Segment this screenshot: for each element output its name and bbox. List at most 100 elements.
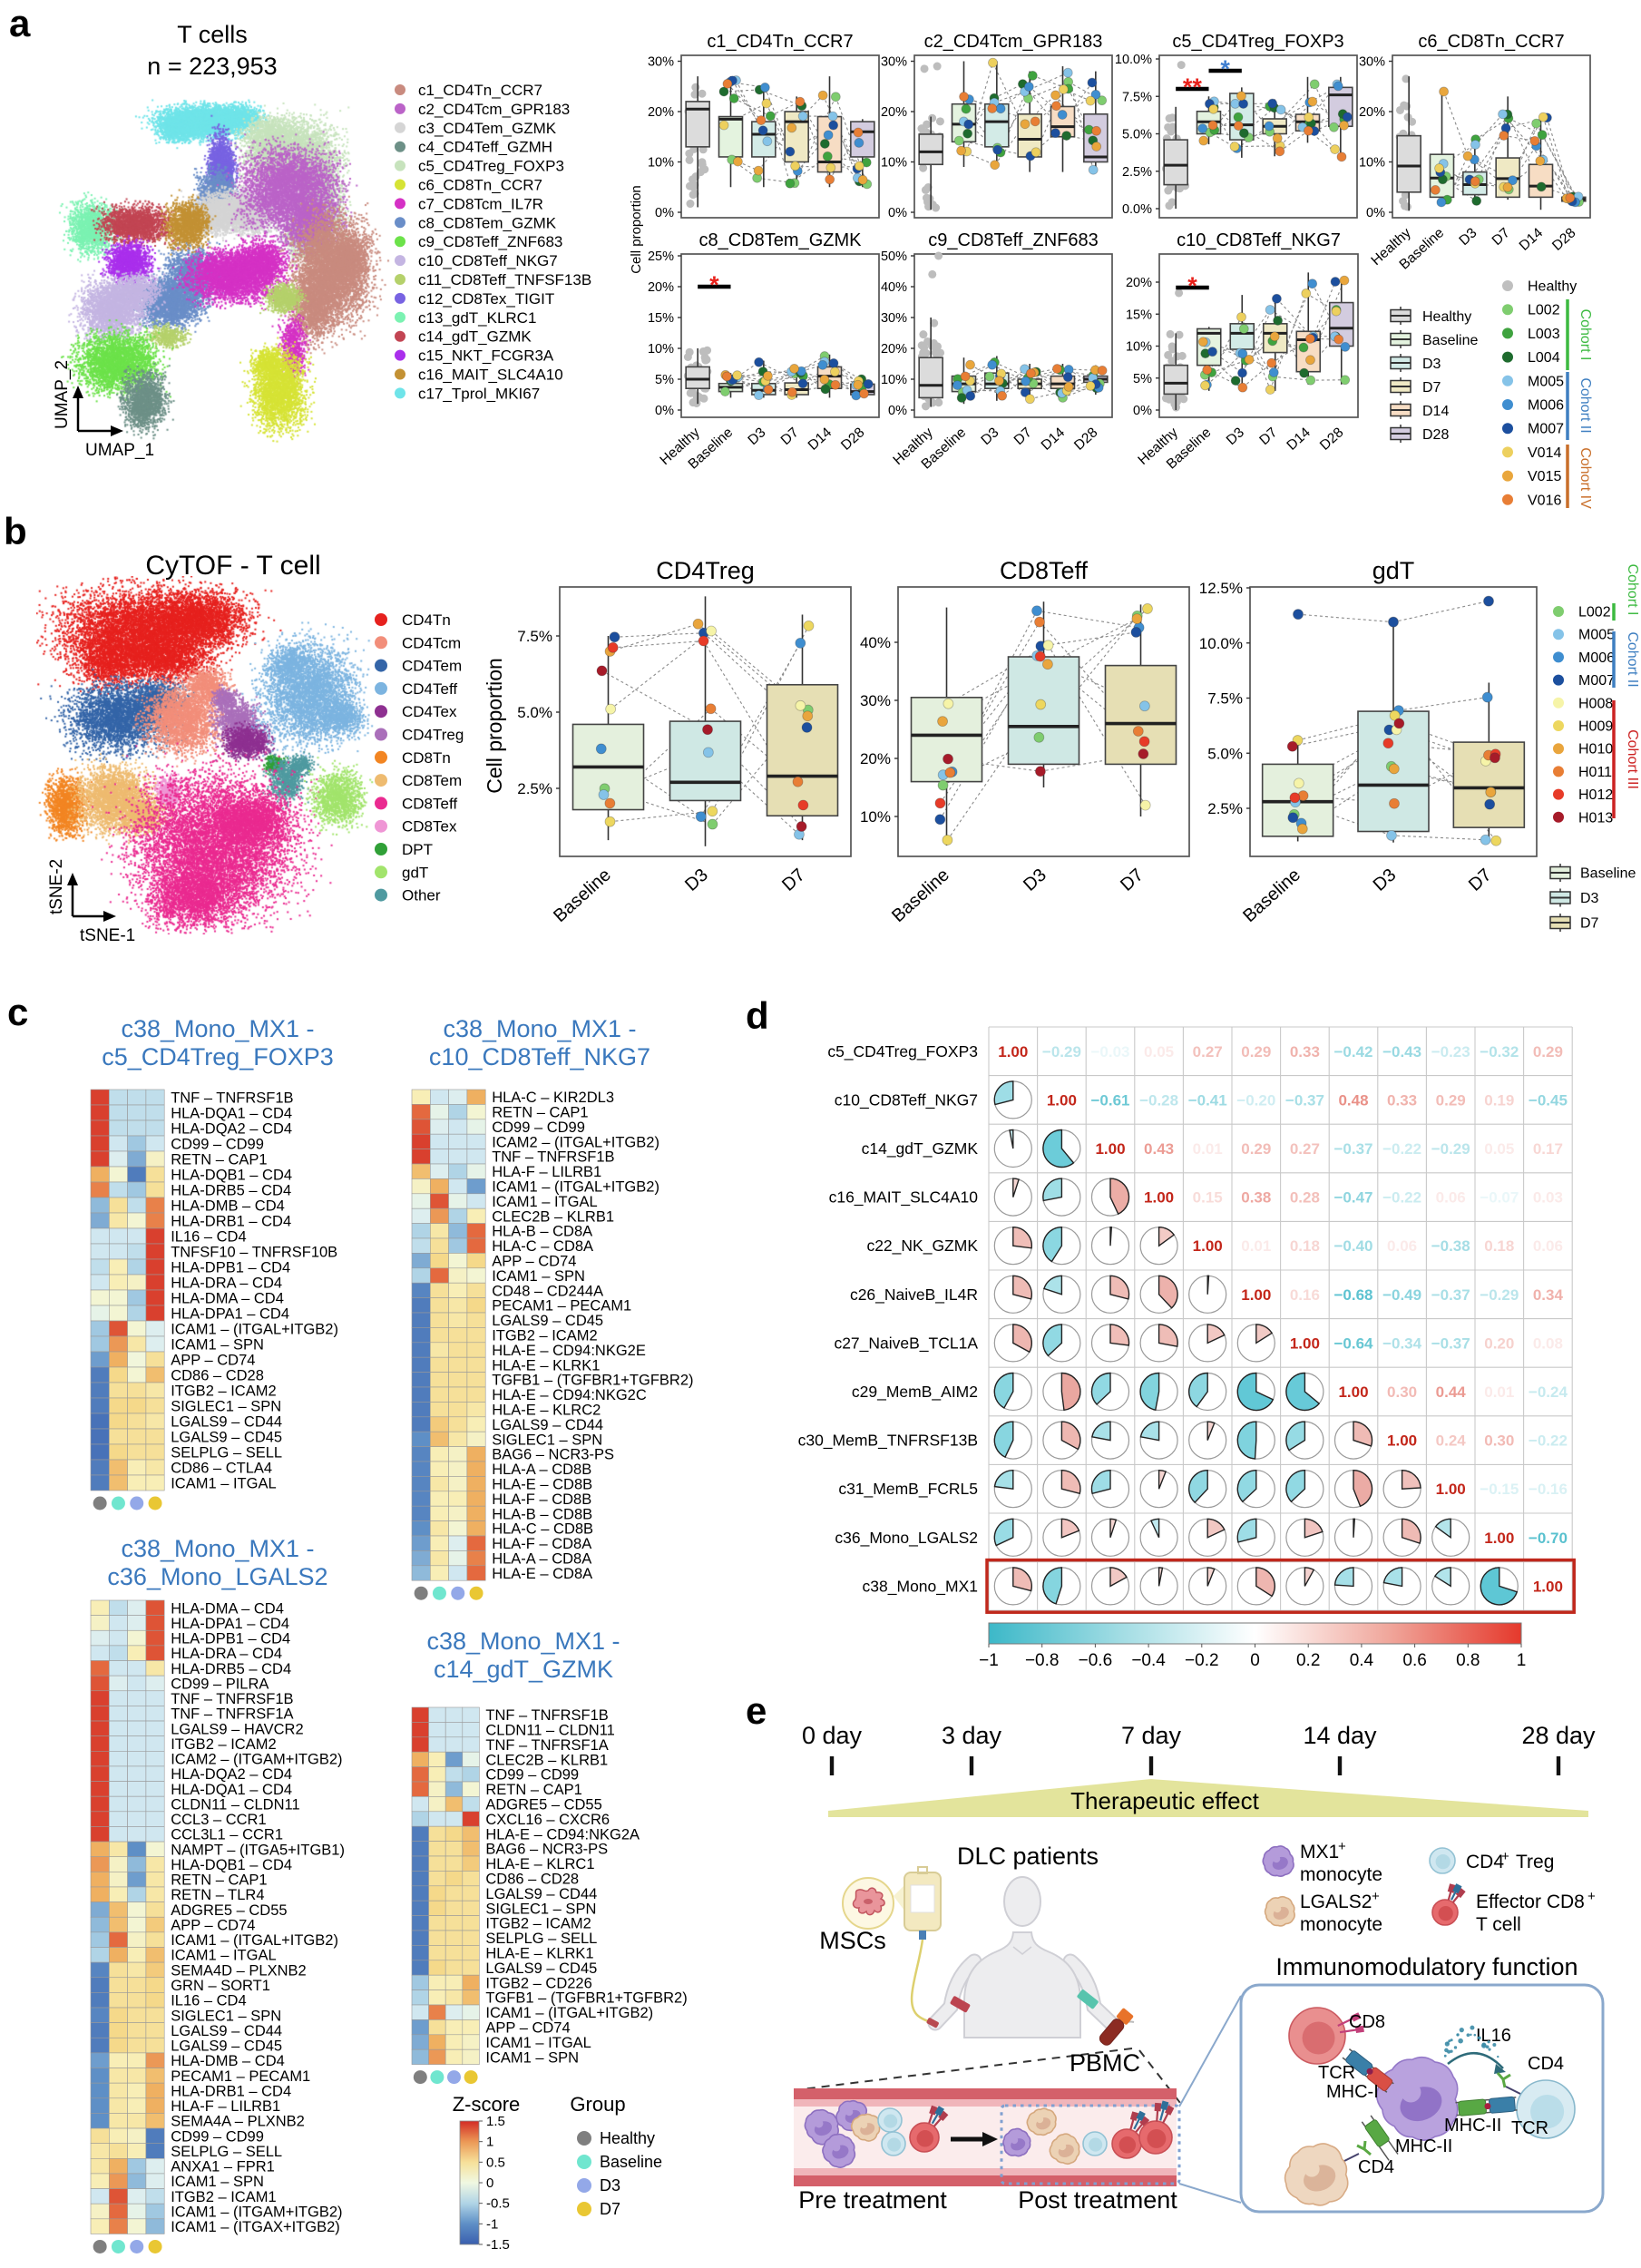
svg-text:H009: H009 [1578,719,1613,735]
svg-text:n = 223,953: n = 223,953 [147,53,277,80]
svg-text:+: + [1587,1889,1596,1904]
svg-text:SEMA4A – PLXNB2: SEMA4A – PLXNB2 [171,2114,305,2130]
svg-text:CD8Tn: CD8Tn [402,749,451,767]
svg-text:c7_CD8Tcm_IL7R: c7_CD8Tcm_IL7R [418,195,543,212]
svg-text:1.00: 1.00 [998,1043,1028,1061]
svg-text:Treg: Treg [1516,1852,1554,1872]
svg-text:HLA-E – CD94:NKG2C: HLA-E – CD94:NKG2C [492,1387,647,1403]
svg-text:LGALS9 – CD45: LGALS9 – CD45 [485,1960,597,1977]
svg-text:T cell: T cell [1476,1914,1521,1935]
svg-text:c12_CD8Tex_TIGIT: c12_CD8Tex_TIGIT [418,290,554,308]
svg-text:L003: L003 [1528,327,1560,342]
svg-text:CCL3L1 – CCR1: CCL3L1 – CCR1 [171,1827,283,1843]
svg-text:ADGRE5 – CD55: ADGRE5 – CD55 [171,1902,287,1919]
svg-text:L004: L004 [1528,350,1560,366]
svg-text:Pre treatment: Pre treatment [798,2186,947,2214]
svg-text:c10_CD8Teff_NKG7: c10_CD8Teff_NKG7 [429,1043,650,1070]
svg-text:Baseline: Baseline [1580,866,1636,882]
svg-text:HLA-E – CD94:NKG2E: HLA-E – CD94:NKG2E [492,1343,646,1359]
svg-text:ITGB2 – ICAM2: ITGB2 – ICAM2 [171,1736,276,1753]
svg-text:TCR: TCR [1318,2063,1355,2083]
svg-text:D3: D3 [1580,891,1599,906]
svg-text:0: 0 [1250,1651,1260,1670]
svg-text:D3: D3 [978,425,1001,448]
svg-text:20%: 20% [648,105,674,120]
svg-text:CD8: CD8 [1349,2012,1385,2032]
svg-text:0.29: 0.29 [1533,1043,1563,1061]
svg-text:HLA-F – CD8B: HLA-F – CD8B [492,1491,591,1508]
svg-text:CLEC2B – KLRB1: CLEC2B – KLRB1 [485,1752,608,1768]
svg-text:0.24: 0.24 [1436,1432,1467,1450]
svg-text:c2_CD4Tcm_GPR183: c2_CD4Tcm_GPR183 [418,101,570,118]
svg-text:15%: 15% [648,311,674,326]
svg-text:−0.47: −0.47 [1333,1189,1372,1207]
svg-text:c16_MAIT_SLC4A10: c16_MAIT_SLC4A10 [418,367,563,384]
svg-text:TNF – TNFRSF1B: TNF – TNFRSF1B [171,1090,293,1106]
svg-text:GRN – SORT1: GRN – SORT1 [171,1978,270,1994]
svg-text:HLA-E – KLRK1: HLA-E – KLRK1 [485,1946,593,1962]
svg-text:Healthy: Healthy [600,2129,655,2147]
svg-text:c5_CD4Treg_FOXP3: c5_CD4Treg_FOXP3 [102,1043,334,1070]
svg-text:Baseline: Baseline [1239,865,1304,926]
svg-text:CD8Tex: CD8Tex [402,818,457,836]
svg-text:0.29: 0.29 [1241,1043,1271,1061]
svg-text:D3: D3 [745,425,768,448]
svg-text:c38_Mono_MX1: c38_Mono_MX1 [863,1577,978,1596]
svg-text:H013: H013 [1578,810,1613,826]
svg-text:HLA-B – CD8B: HLA-B – CD8B [492,1506,592,1522]
svg-text:D14: D14 [1284,425,1314,454]
svg-text:tSNE-1: tSNE-1 [80,926,135,945]
svg-text:LGALS9 – CD45: LGALS9 – CD45 [171,2038,282,2055]
svg-text:0.06: 0.06 [1533,1237,1563,1255]
svg-text:c36_Mono_LGALS2: c36_Mono_LGALS2 [835,1529,978,1548]
svg-text:1.00: 1.00 [1047,1091,1077,1109]
svg-text:Cohort IV: Cohort IV [1578,447,1593,509]
svg-text:10%: 10% [1126,340,1152,355]
svg-text:−0.29: −0.29 [1480,1286,1519,1304]
svg-text:−0.37: −0.37 [1285,1091,1324,1109]
svg-text:0.33: 0.33 [1290,1043,1320,1061]
svg-text:40%: 40% [860,634,891,651]
svg-text:HLA-DPA1 – CD4: HLA-DPA1 – CD4 [171,1616,289,1632]
svg-text:Group: Group [570,2093,625,2116]
svg-text:BAG6 – NCR3-PS: BAG6 – NCR3-PS [485,1842,608,1858]
svg-text:0%: 0% [655,206,674,220]
svg-text:c8_CD8Tem_GZMK: c8_CD8Tem_GZMK [418,214,557,231]
svg-text:c9_CD8Teff_ZNF683: c9_CD8Teff_ZNF683 [928,230,1099,250]
svg-text:1.00: 1.00 [1290,1334,1320,1352]
svg-text:10%: 10% [881,156,907,171]
svg-text:ICAM1 – (ITGAX+ITGB2): ICAM1 – (ITGAX+ITGB2) [171,2219,340,2235]
svg-text:c5_CD4Treg_FOXP3: c5_CD4Treg_FOXP3 [418,158,564,175]
svg-text:LGALS9 – CD45: LGALS9 – CD45 [171,1429,282,1445]
svg-text:CyTOF - T cell: CyTOF - T cell [145,551,320,581]
svg-text:CD4Treg: CD4Treg [402,727,464,744]
svg-text:CD4: CD4 [1466,1852,1504,1872]
svg-text:D7: D7 [1422,380,1441,396]
svg-text:RETN – TLR4: RETN – TLR4 [171,1887,264,1903]
svg-text:CD8Tem: CD8Tem [402,772,462,789]
svg-text:−0.29: −0.29 [1042,1043,1081,1061]
svg-text:HLA-DPB1 – CD4: HLA-DPB1 – CD4 [171,1631,290,1647]
svg-text:5.0%: 5.0% [517,704,552,721]
svg-text:MHC-II: MHC-II [1395,2136,1452,2156]
svg-text:gdT: gdT [1372,557,1415,584]
svg-text:0.17: 0.17 [1533,1140,1563,1158]
svg-text:−0.29: −0.29 [1431,1140,1470,1158]
svg-text:c38_Mono_MX1 -: c38_Mono_MX1 - [426,1628,620,1655]
svg-text:c1_CD4Tn_CCR7: c1_CD4Tn_CCR7 [418,82,542,99]
svg-text:c36_Mono_LGALS2: c36_Mono_LGALS2 [107,1563,327,1590]
svg-text:−0.64: −0.64 [1333,1334,1373,1352]
svg-text:0.8: 0.8 [1456,1651,1480,1670]
svg-text:HLA-A – CD8B: HLA-A – CD8B [492,1461,591,1478]
svg-text:HLA-DQA2 – CD4: HLA-DQA2 – CD4 [171,1120,292,1137]
svg-text:1.00: 1.00 [1095,1140,1125,1158]
svg-text:0.30: 0.30 [1484,1432,1514,1450]
svg-text:LGALS2: LGALS2 [1300,1892,1372,1912]
svg-text:20%: 20% [648,280,674,295]
svg-text:−0.16: −0.16 [1529,1481,1568,1498]
svg-text:Other: Other [402,887,441,904]
svg-text:30%: 30% [648,55,674,70]
svg-text:MX1: MX1 [1300,1842,1339,1862]
svg-text:HLA-F – CD8A: HLA-F – CD8A [492,1536,591,1552]
svg-text:−0.2: −0.2 [1185,1651,1219,1670]
